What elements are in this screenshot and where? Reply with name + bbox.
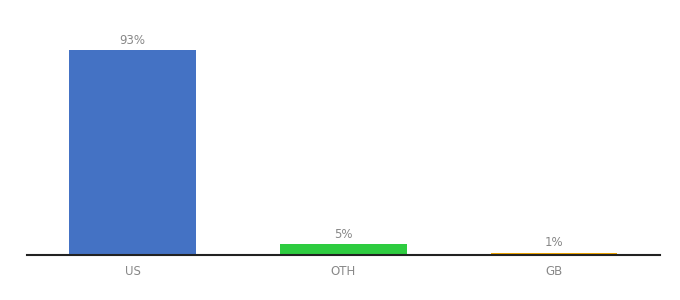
Bar [69, 50, 196, 255]
Text: 5%: 5% [334, 228, 353, 241]
Text: 93%: 93% [120, 34, 146, 47]
Text: 1%: 1% [545, 236, 564, 250]
Bar [491, 253, 617, 255]
Bar [280, 244, 407, 255]
